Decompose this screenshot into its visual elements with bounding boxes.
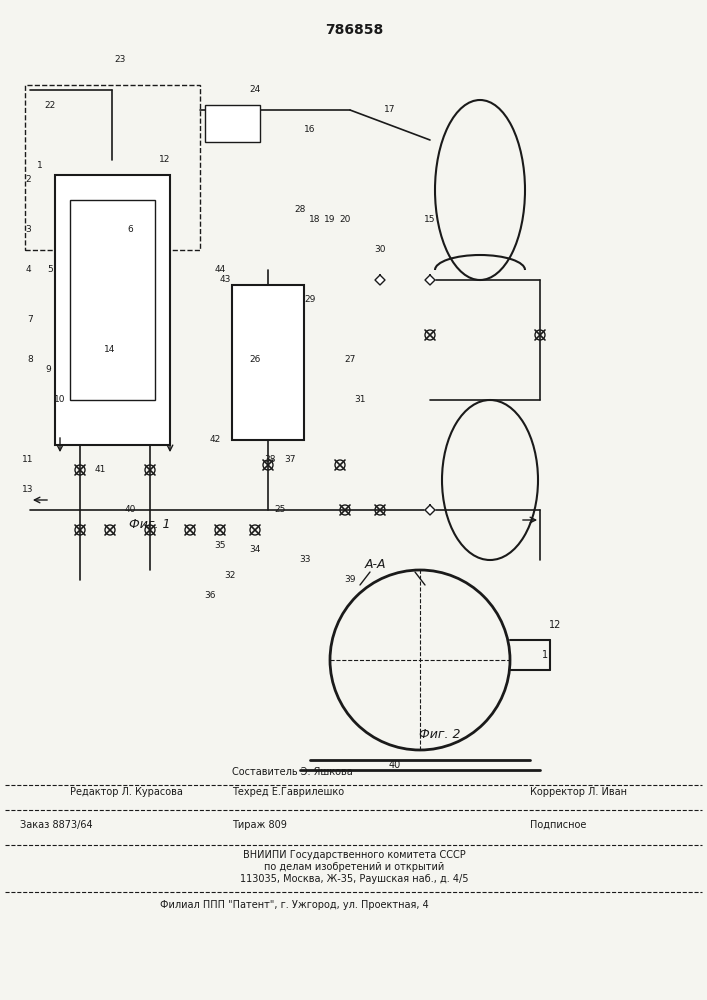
Text: 17: 17: [384, 105, 396, 114]
Text: 42: 42: [209, 436, 221, 444]
Text: 37: 37: [284, 456, 296, 464]
Text: ВНИИПИ Государственного комитета СССР: ВНИИПИ Государственного комитета СССР: [243, 850, 465, 860]
Text: 28: 28: [294, 206, 305, 215]
Text: 24: 24: [250, 86, 261, 95]
Text: Филиал ППП "Патент", г. Ужгород, ул. Проектная, 4: Филиал ППП "Патент", г. Ужгород, ул. Про…: [160, 900, 428, 910]
Text: 26: 26: [250, 356, 261, 364]
Text: Техред Е.Гаврилешко: Техред Е.Гаврилешко: [232, 787, 344, 797]
Polygon shape: [425, 275, 435, 285]
Text: 41: 41: [94, 466, 105, 475]
Text: Составитель Э. Яшкова: Составитель Э. Яшкова: [232, 767, 353, 777]
Text: 39: 39: [344, 576, 356, 584]
Text: 9: 9: [45, 365, 51, 374]
Text: 29: 29: [304, 296, 316, 304]
Text: 23: 23: [115, 55, 126, 64]
Text: 43: 43: [219, 275, 230, 284]
Text: А-А: А-А: [364, 558, 386, 572]
Text: 19: 19: [325, 216, 336, 225]
Text: 35: 35: [214, 540, 226, 550]
Text: Фиг. 1: Фиг. 1: [129, 518, 171, 532]
Polygon shape: [425, 505, 435, 515]
Text: 34: 34: [250, 546, 261, 554]
Text: 10: 10: [54, 395, 66, 404]
Text: 1: 1: [37, 160, 43, 169]
Text: по делам изобретений и открытий: по делам изобретений и открытий: [264, 862, 444, 872]
Bar: [55, 175, 170, 445]
Text: Заказ 8873/64: Заказ 8873/64: [20, 820, 93, 830]
Text: 6: 6: [127, 226, 133, 234]
Text: 38: 38: [264, 456, 276, 464]
Text: 15: 15: [424, 216, 436, 225]
Text: 20: 20: [339, 216, 351, 225]
Text: 786858: 786858: [325, 23, 383, 37]
Text: 44: 44: [214, 265, 226, 274]
Text: 3: 3: [25, 226, 31, 234]
Text: 14: 14: [105, 346, 116, 355]
Text: Редактор Л. Курасова: Редактор Л. Курасова: [70, 787, 183, 797]
Text: 30: 30: [374, 245, 386, 254]
Text: 33: 33: [299, 556, 311, 564]
Text: Тираж 809: Тираж 809: [232, 820, 287, 830]
Text: 2: 2: [25, 176, 31, 184]
Text: 12: 12: [549, 620, 561, 630]
Text: 11: 11: [22, 456, 34, 464]
Text: 25: 25: [274, 506, 286, 514]
Text: 7: 7: [27, 316, 33, 324]
Text: 16: 16: [304, 125, 316, 134]
Text: Подписное: Подписное: [530, 820, 586, 830]
Text: 8: 8: [27, 356, 33, 364]
Text: 5: 5: [47, 265, 53, 274]
Text: 40: 40: [389, 760, 401, 770]
Bar: [70, 200, 155, 400]
Text: 32: 32: [224, 570, 235, 580]
Text: 40: 40: [124, 506, 136, 514]
Bar: [25, 85, 200, 250]
Text: 22: 22: [45, 101, 56, 109]
Bar: [232, 285, 304, 440]
Bar: [205, 105, 260, 142]
Text: 36: 36: [204, 590, 216, 599]
Text: 4: 4: [25, 265, 31, 274]
Text: Фиг. 2: Фиг. 2: [419, 728, 461, 742]
Text: 18: 18: [309, 216, 321, 225]
Text: 12: 12: [159, 155, 170, 164]
Text: 27: 27: [344, 356, 356, 364]
Text: 31: 31: [354, 395, 366, 404]
Text: 13: 13: [22, 486, 34, 494]
Text: 1: 1: [542, 650, 548, 660]
Text: 113035, Москва, Ж-35, Раушская наб., д. 4/5: 113035, Москва, Ж-35, Раушская наб., д. …: [240, 874, 468, 884]
Text: Корректор Л. Иван: Корректор Л. Иван: [530, 787, 627, 797]
Polygon shape: [375, 275, 385, 285]
